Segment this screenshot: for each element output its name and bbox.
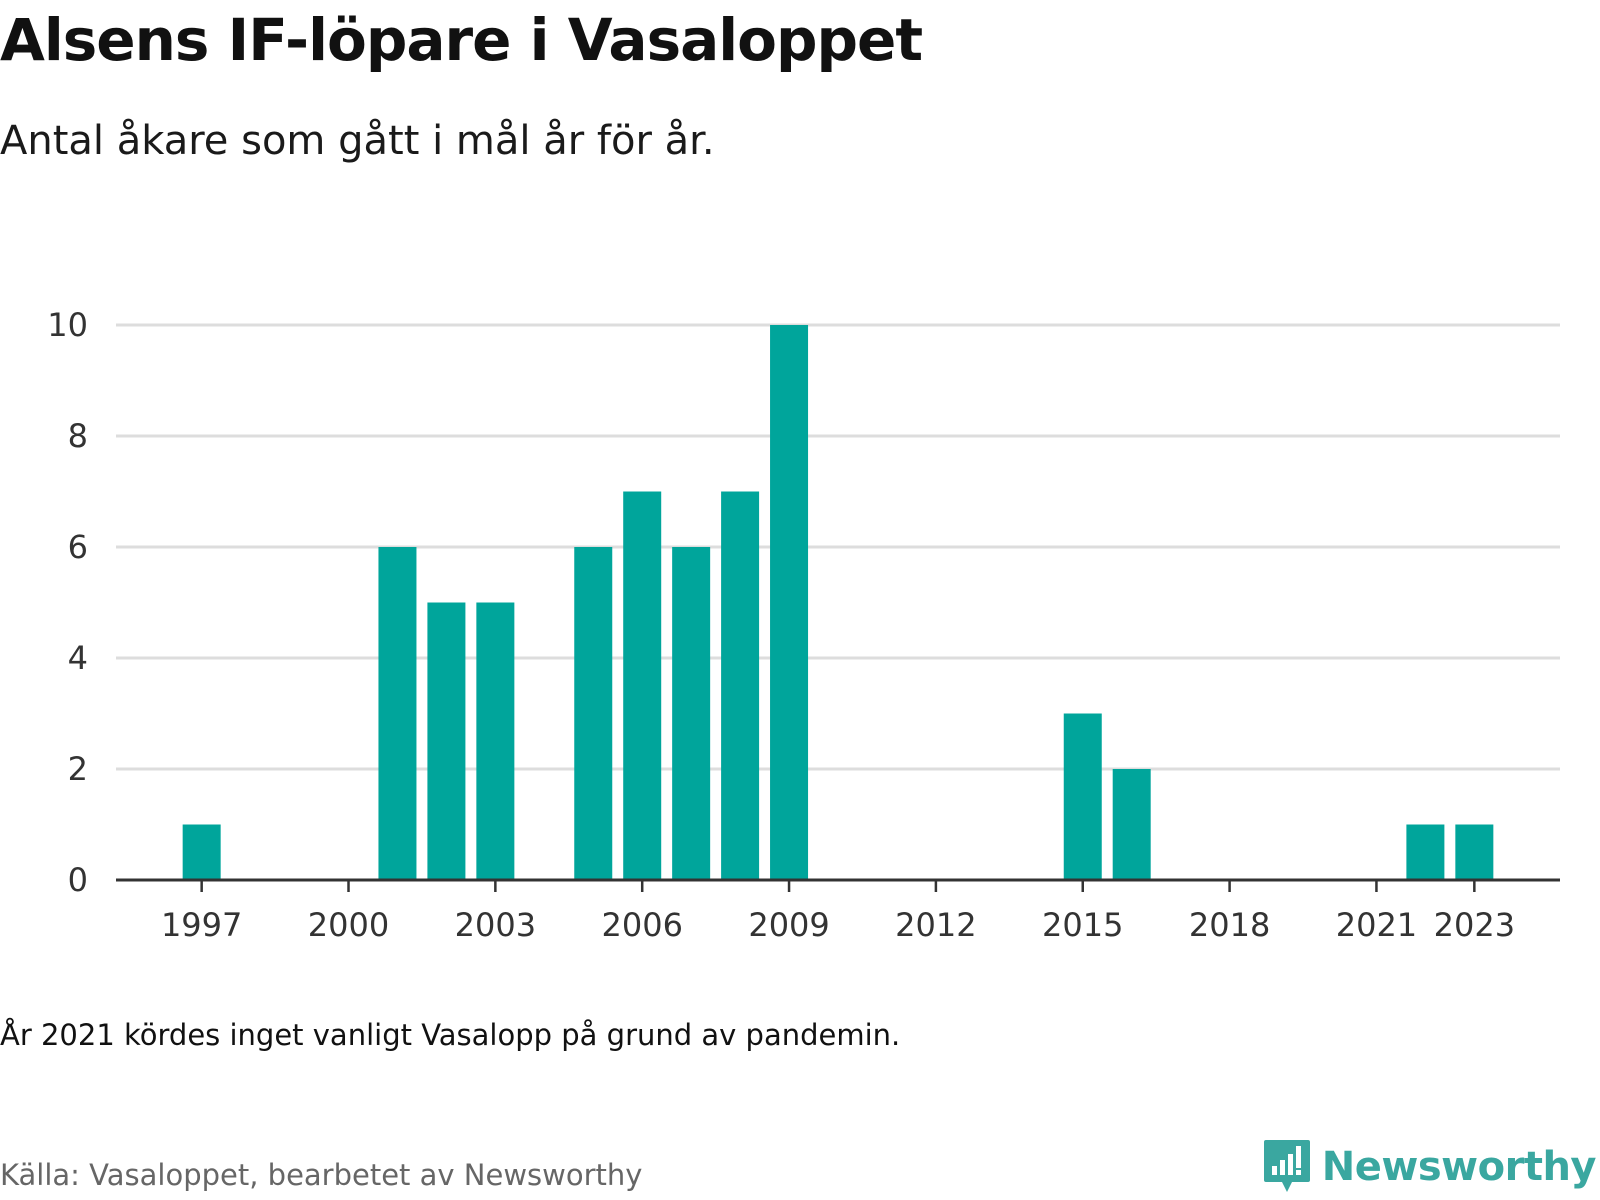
y-tick-label: 4 — [68, 639, 88, 677]
x-tick-label: 2006 — [601, 906, 682, 944]
x-tick-label: 1997 — [161, 906, 242, 944]
bar-2006 — [623, 491, 662, 880]
bar-2007 — [672, 547, 711, 880]
chart-subtitle: Antal åkare som gått i mål år för år. — [0, 118, 715, 164]
brand-logo[interactable]: Newsworthy — [1262, 1138, 1597, 1196]
bar-1997 — [182, 824, 221, 880]
x-tick-label: 2003 — [455, 906, 536, 944]
bar-2001 — [378, 547, 417, 880]
chart-note: År 2021 kördes inget vanligt Vasalopp på… — [0, 1018, 901, 1052]
bar-2005 — [574, 547, 613, 880]
y-tick-labels: 0 2 4 6 8 10 — [47, 306, 88, 899]
x-tick-label: 2009 — [748, 906, 829, 944]
bar-2015 — [1063, 713, 1102, 880]
x-tick-label: 2012 — [895, 906, 976, 944]
x-tick-label: 2021 — [1336, 906, 1417, 944]
chart-title: Alsens IF-löpare i Vasaloppet — [0, 6, 923, 74]
bar-chart: 0 2 4 6 8 10 1997 2000 2003 2006 2009 2012 2015 2018… — [47, 306, 1560, 944]
x-tick-label: 2023 — [1434, 906, 1515, 944]
bar-2016 — [1112, 769, 1151, 880]
bars — [182, 325, 1494, 880]
bar-2023 — [1455, 824, 1494, 880]
x-tick-label: 2018 — [1189, 906, 1270, 944]
brand-name: Newsworthy — [1321, 1144, 1597, 1190]
y-tick-label: 6 — [68, 528, 88, 566]
x-tick-labels: 1997 2000 2003 2006 2009 2012 2015 2018 2021 2023 — [161, 906, 1515, 944]
bar-2002 — [427, 602, 466, 880]
bar-2022 — [1406, 824, 1445, 880]
chart-source: Källa: Vasaloppet, bearbetet av Newswort… — [0, 1158, 643, 1192]
x-tick-label: 2015 — [1042, 906, 1123, 944]
x-tick-label: 2000 — [308, 906, 389, 944]
y-tick-label: 0 — [68, 861, 88, 899]
grid-lines — [116, 323, 1560, 771]
y-tick-label: 2 — [68, 750, 88, 788]
y-tick-label: 8 — [68, 417, 88, 455]
x-axis — [116, 878, 1560, 892]
bar-2003 — [476, 602, 515, 880]
bar-2009 — [770, 325, 809, 880]
newsworthy-logo-icon — [1263, 1140, 1310, 1192]
y-tick-label: 10 — [47, 306, 88, 344]
bar-2008 — [721, 491, 760, 880]
